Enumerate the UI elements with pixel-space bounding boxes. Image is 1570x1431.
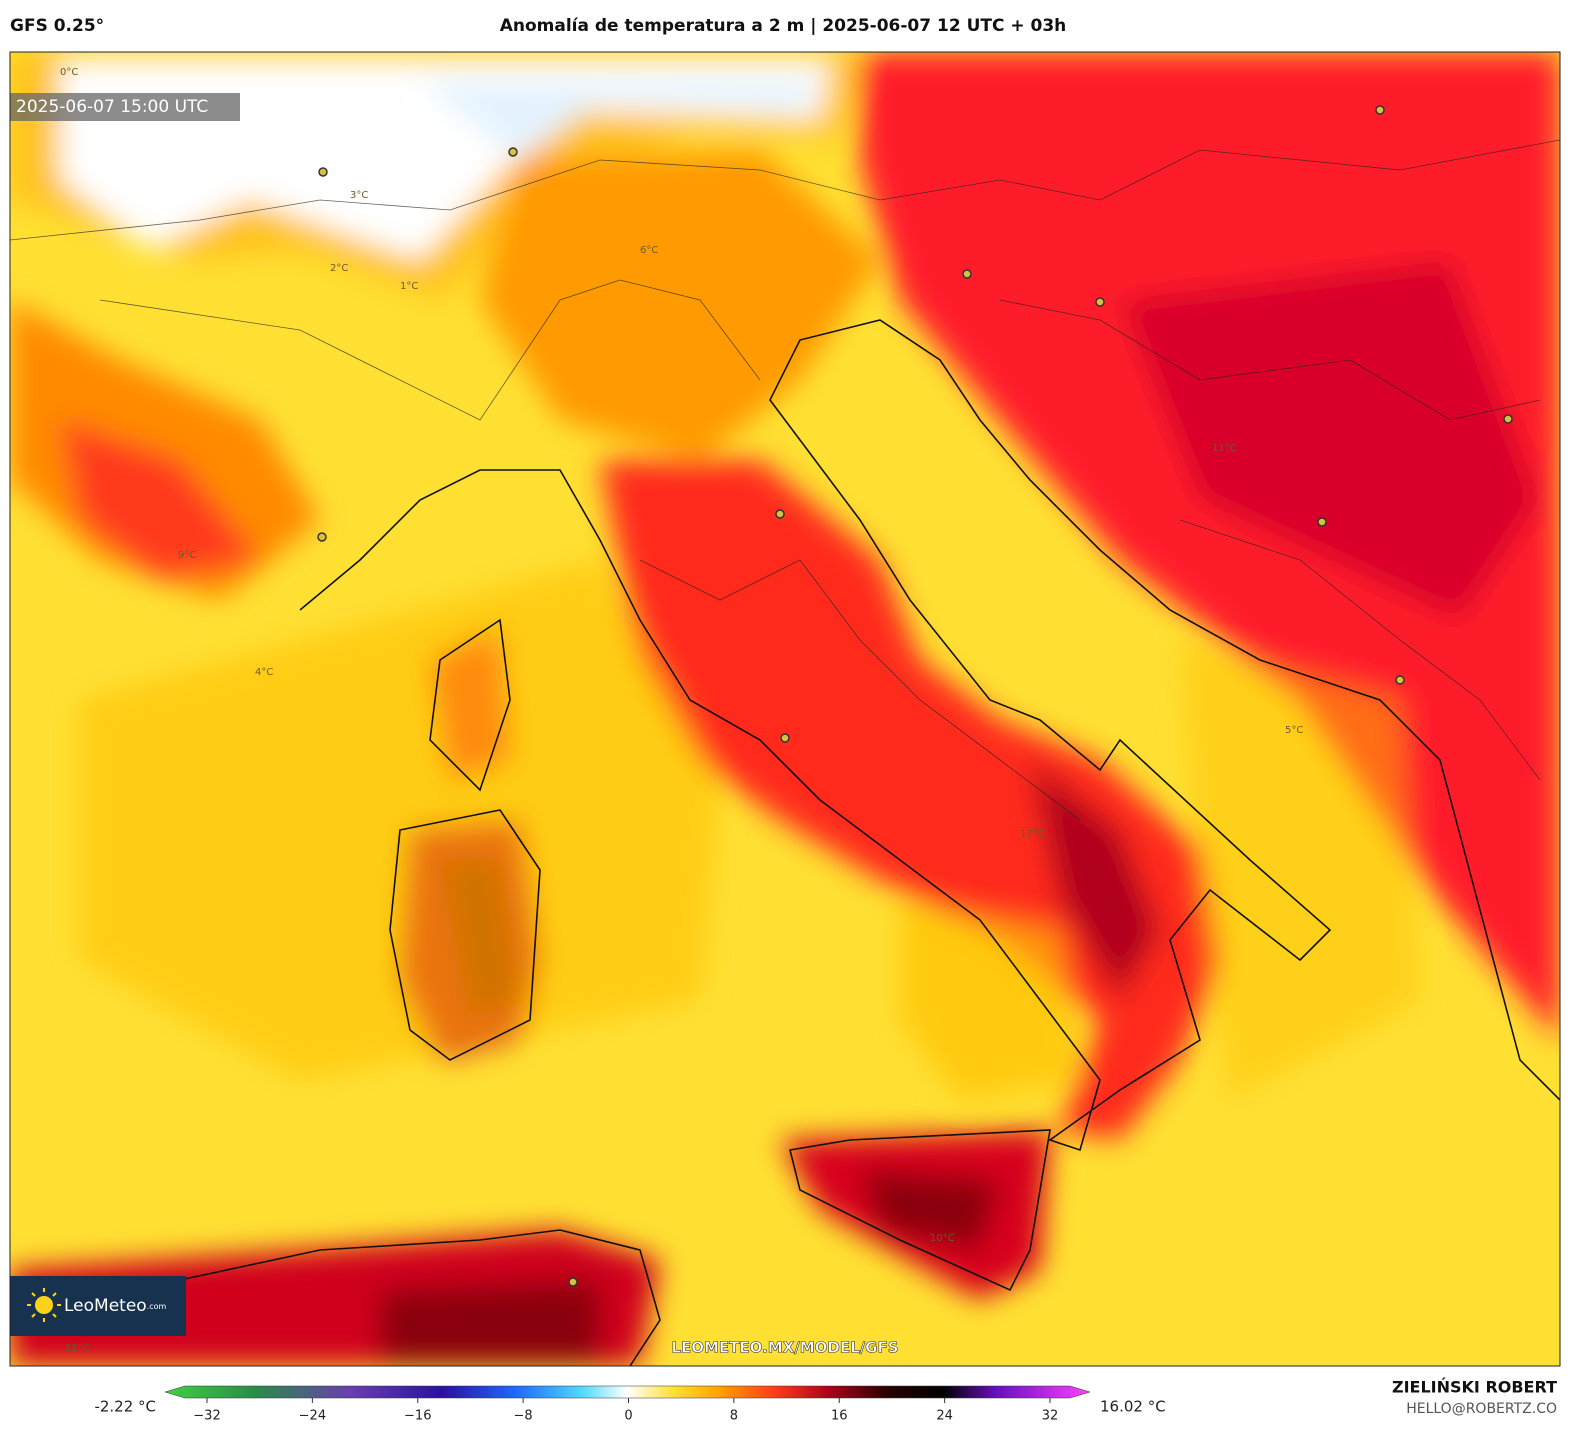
contour-label: 0°C (60, 67, 78, 78)
colorbar: −32 −24 −16 −8 0 8 16 24 32 (164, 1385, 1091, 1424)
author: ZIELIŃSKI ROBERT (1392, 1378, 1557, 1397)
colorbar-tick-label: 0 (624, 1409, 632, 1424)
watermark: LEOMETEO.MX/MODEL/GFS (671, 1339, 898, 1357)
contour-label: 1°C (400, 281, 418, 292)
email: HELLO@ROBERTZ.CO (1406, 1401, 1557, 1417)
contour-label: 12°C (65, 1343, 90, 1354)
city-markers (317, 105, 1513, 1287)
contour-labels: 0°C 1°C 2°C 3°C 4°C 5°C 6°C 9°C 10°C 11°… (60, 67, 1303, 1354)
contour-label: 4°C (255, 667, 273, 678)
logo: LeoMeteo.com (64, 1296, 167, 1316)
map-title: Anomalía de temperatura a 2 m | 2025-06-… (500, 16, 1067, 36)
contour-label: 5°C (1285, 725, 1303, 736)
contour-label: 6°C (640, 245, 658, 256)
contour-label: 11°C (1212, 443, 1237, 454)
valid-time: 2025-06-07 15:00 UTC (16, 97, 208, 117)
colorbar-tick-label: 8 (730, 1409, 738, 1424)
contour-label: 3°C (350, 190, 368, 201)
colorbar-tick-label: 24 (936, 1409, 953, 1424)
colorbar-tick-label: 32 (1042, 1409, 1059, 1424)
colorbar-tick-label: 16 (831, 1409, 848, 1424)
colorbar-tick-label: −8 (514, 1409, 533, 1424)
colorbar-tick-label: −32 (193, 1409, 220, 1424)
colorbar-tick-label: −16 (404, 1409, 431, 1424)
min-label: -2.22 °C (94, 1398, 156, 1416)
max-label: 16.02 °C (1100, 1398, 1166, 1416)
contour-label: 2°C (330, 263, 348, 274)
model-label: GFS 0.25° (10, 16, 104, 36)
colorbar-tick-label: −24 (299, 1409, 326, 1424)
contour-label: 9°C (178, 550, 196, 561)
map: 0°C 1°C 2°C 3°C 4°C 5°C 6°C 9°C 10°C 11°… (10, 52, 1560, 1366)
contour-label: 10°C (930, 1233, 955, 1244)
contour-label: 17°C (1020, 829, 1045, 840)
